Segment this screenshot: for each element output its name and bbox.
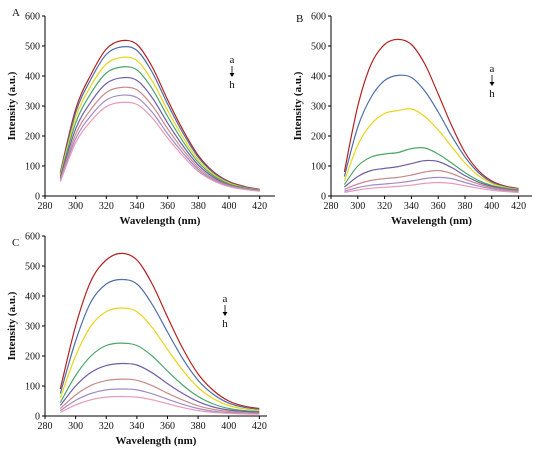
y-tick-label: 100	[25, 162, 40, 173]
y-tick-label: 0	[321, 192, 326, 203]
x-axis-label: Wavelength (nm)	[120, 215, 201, 227]
annotation-arrow-head	[229, 73, 235, 77]
y-tick-label: 400	[311, 72, 326, 83]
x-tick-label: 400	[222, 201, 237, 212]
y-tick-label: 500	[25, 262, 40, 273]
x-tick-label: 400	[484, 201, 499, 212]
series-line-3	[59, 56, 260, 191]
y-tick-label: 0	[35, 192, 40, 203]
x-axis-label: Wavelength (nm)	[116, 435, 197, 447]
x-tick-label: 360	[160, 201, 175, 212]
series-line-7	[59, 388, 260, 415]
x-tick-label: 420	[252, 201, 267, 212]
x-tick-label: 280	[324, 201, 339, 212]
series-line-8	[344, 181, 519, 193]
series-line-1	[59, 252, 260, 410]
series-line-3	[343, 108, 519, 190]
y-tick-label: 200	[25, 132, 40, 143]
x-tick-label: 300	[68, 201, 83, 212]
x-tick-label: 300	[68, 421, 83, 432]
x-tick-label: 360	[160, 421, 175, 432]
x-tick-label: 320	[377, 201, 392, 212]
x-tick-label: 400	[221, 421, 236, 432]
series-line-6	[344, 169, 519, 192]
panel-label: A	[12, 7, 20, 19]
series-line-8	[60, 395, 260, 415]
series-line-4	[59, 342, 260, 413]
y-axis-label: Intensity (a.u.)	[6, 71, 18, 140]
y-tick-label: 400	[25, 292, 40, 303]
y-tick-label: 100	[25, 382, 40, 393]
series-line-1	[343, 38, 519, 190]
x-axis-label: Wavelength (nm)	[391, 215, 472, 227]
series-line-5	[344, 159, 519, 192]
series-line-2	[59, 46, 260, 191]
annotation-label-bottom: h	[229, 79, 235, 91]
x-tick-label: 300	[350, 201, 365, 212]
x-tick-label: 340	[404, 201, 419, 212]
y-tick-label: 600	[25, 12, 40, 23]
y-tick-label: 300	[25, 102, 40, 113]
chart-panel-c: 0 100 200 300 400 500 600 280 300 320 340 360 380 400…	[6, 232, 267, 447]
x-tick-label: 280	[38, 421, 53, 432]
series-line-4	[343, 146, 519, 191]
chart-panel-a: 0 100 200 300 400 500 600 280 300 320 340 360 380 400…	[6, 7, 275, 227]
x-tick-label: 380	[191, 421, 206, 432]
panel-label: B	[296, 13, 303, 25]
annotation-label-top: a	[230, 54, 235, 66]
y-tick-label: 400	[25, 72, 40, 83]
series-line-6	[59, 86, 260, 192]
y-tick-label: 0	[35, 412, 40, 423]
series-line-7	[59, 94, 260, 192]
y-tick-label: 100	[311, 162, 326, 173]
x-tick-label: 380	[458, 201, 473, 212]
x-tick-label: 320	[99, 421, 114, 432]
series-line-5	[59, 76, 260, 192]
panel-label: C	[12, 237, 19, 249]
x-tick-label: 280	[38, 201, 53, 212]
y-tick-label: 500	[311, 42, 326, 53]
series-line-4	[59, 66, 260, 191]
x-tick-label: 420	[252, 421, 267, 432]
x-tick-label: 420	[511, 201, 526, 212]
y-tick-label: 300	[25, 322, 40, 333]
x-tick-label: 340	[130, 201, 145, 212]
y-tick-label: 200	[25, 352, 40, 363]
annotation-arrow-head	[489, 82, 495, 86]
chart-panel-b: 0 100 200 300 400 500 600 280 300 320 340 360 380 400…	[292, 12, 532, 227]
annotation-label-top: a	[223, 293, 228, 305]
x-tick-label: 340	[129, 421, 144, 432]
series-line-3	[59, 307, 260, 411]
y-axis-label: Intensity (a.u.)	[6, 291, 18, 360]
x-tick-label: 320	[99, 201, 114, 212]
series-line-2	[59, 278, 260, 410]
x-tick-label: 380	[191, 201, 206, 212]
annotation-label-bottom: h	[222, 318, 228, 330]
series-line-2	[343, 74, 519, 190]
x-tick-label: 360	[431, 201, 446, 212]
series-line-6	[59, 378, 260, 414]
y-tick-label: 300	[311, 102, 326, 113]
series-line-8	[59, 101, 260, 192]
annotation-arrow-head	[222, 312, 228, 316]
y-axis-label: Intensity (a.u.)	[292, 71, 304, 140]
y-tick-label: 600	[311, 12, 326, 23]
y-tick-label: 500	[25, 42, 40, 53]
y-tick-label: 600	[25, 232, 40, 243]
annotation-label-bottom: h	[489, 88, 495, 100]
y-tick-label: 200	[311, 132, 326, 143]
series-line-7	[344, 176, 519, 193]
annotation-label-top: a	[490, 63, 495, 75]
series-line-5	[59, 362, 260, 413]
